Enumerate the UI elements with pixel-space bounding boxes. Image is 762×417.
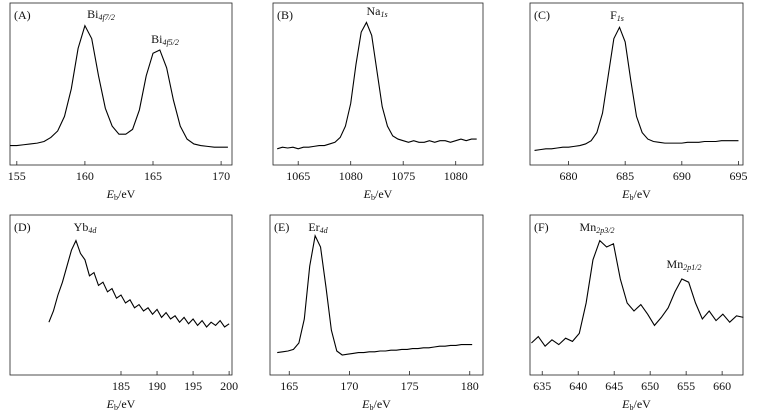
peak-label-orbital: 4d [320, 226, 329, 235]
peak-label-orbital: 4f5/2 [162, 38, 178, 47]
x-axis-var: E [106, 187, 115, 201]
x-tick-label: 660 [713, 379, 731, 393]
x-tick-label: 165 [280, 379, 298, 393]
peak-label-orbital: 1s [380, 10, 387, 19]
plot-frame [272, 2, 484, 166]
x-axis-sub: b [630, 403, 634, 412]
x-axis-label: Eb/eV [621, 397, 651, 412]
peak-label: Bi4f5/2 [151, 32, 179, 47]
panel-label: (D) [14, 220, 31, 234]
x-axis-sub: b [370, 403, 374, 412]
x-axis-sub: b [114, 403, 118, 412]
x-axis-unit: /eV [634, 187, 652, 201]
peak-label-element: Er [308, 220, 319, 234]
peak-label: Bi4f7/2 [87, 7, 115, 22]
peak-label: Mn2p3/2 [580, 220, 615, 235]
peak-label: Er4d [308, 220, 328, 235]
peak-label: F1s [610, 8, 624, 23]
x-axis-unit: /eV [375, 187, 393, 201]
x-axis-label: Eb/eV [106, 397, 136, 412]
x-tick-label: 190 [148, 379, 166, 393]
x-axis-var: E [363, 187, 372, 201]
x-tick-label: 170 [340, 379, 358, 393]
x-tick-label: 1080 [444, 169, 468, 183]
x-axis-sub: b [114, 193, 118, 202]
peak-label-orbital: 4d [88, 226, 97, 235]
x-tick-label: 185 [112, 379, 130, 393]
x-tick-label: 650 [641, 379, 659, 393]
x-tick-label: 645 [605, 379, 623, 393]
x-tick-label: 160 [76, 169, 94, 183]
x-tick-label: 680 [560, 169, 578, 183]
x-axis-var: E [106, 397, 115, 411]
plot-frame [269, 214, 484, 376]
spectrum-line [277, 234, 473, 356]
x-axis-label: Eb/eV [106, 187, 136, 202]
peak-label: Mn2p1/2 [667, 257, 702, 272]
x-axis-unit: /eV [118, 397, 136, 411]
x-tick-label: 1080 [339, 169, 363, 183]
x-axis-unit: /eV [118, 187, 136, 201]
peak-label-element: Mn [667, 257, 684, 271]
peak-label-element: Mn [580, 220, 597, 234]
panel-label: (C) [534, 8, 550, 22]
peak-label: Na1s [366, 4, 387, 19]
panel-label: (A) [14, 8, 31, 22]
x-axis-label: Eb/eV [363, 187, 393, 202]
plot-frame [529, 214, 744, 376]
x-tick-label: 155 [8, 169, 26, 183]
peak-label-orbital: 4f7/2 [98, 13, 114, 22]
x-tick-label: 165 [144, 169, 162, 183]
x-tick-label: 180 [461, 379, 479, 393]
x-axis-var: E [361, 397, 370, 411]
peak-label-orbital: 2p1/2 [683, 263, 701, 272]
x-axis-sub: b [630, 193, 634, 202]
x-tick-label: 1065 [286, 169, 310, 183]
x-tick-label: 695 [729, 169, 747, 183]
spectrum-line [10, 24, 228, 148]
peak-label-element: Na [366, 4, 381, 18]
x-tick-label: 635 [533, 379, 551, 393]
x-tick-label: 170 [212, 169, 230, 183]
x-axis-unit: /eV [634, 397, 652, 411]
peak-label-element: Yb [74, 220, 89, 234]
x-tick-label: 640 [569, 379, 587, 393]
panel-label: (E) [274, 220, 289, 234]
x-tick-label: 200 [220, 379, 238, 393]
plot-frame [9, 2, 233, 166]
peak-label: Yb4d [74, 220, 98, 235]
panel-label: (B) [277, 8, 293, 22]
spectrum-line [534, 25, 739, 151]
spectrum-line [48, 239, 230, 328]
x-tick-label: 655 [677, 379, 695, 393]
x-axis-var: E [621, 397, 630, 411]
x-axis-label: Eb/eV [361, 397, 391, 412]
x-tick-label: 195 [184, 379, 202, 393]
x-axis-label: Eb/eV [621, 187, 651, 202]
spectrum-line [277, 21, 477, 150]
spectrum-line [531, 239, 744, 348]
plot-frame [529, 2, 744, 166]
x-tick-label: 1075 [391, 169, 415, 183]
x-axis-var: E [621, 187, 630, 201]
peak-label-element: F [610, 8, 617, 22]
x-axis-sub: b [371, 193, 375, 202]
peak-label-orbital: 1s [617, 14, 624, 23]
panel-label: (F) [534, 220, 549, 234]
peak-label-element: Bi [87, 7, 99, 21]
x-tick-label: 175 [401, 379, 419, 393]
x-axis-unit: /eV [374, 397, 392, 411]
x-tick-label: 690 [673, 169, 691, 183]
x-tick-label: 685 [616, 169, 634, 183]
peak-label-element: Bi [151, 32, 163, 46]
peak-label-orbital: 2p3/2 [596, 226, 614, 235]
